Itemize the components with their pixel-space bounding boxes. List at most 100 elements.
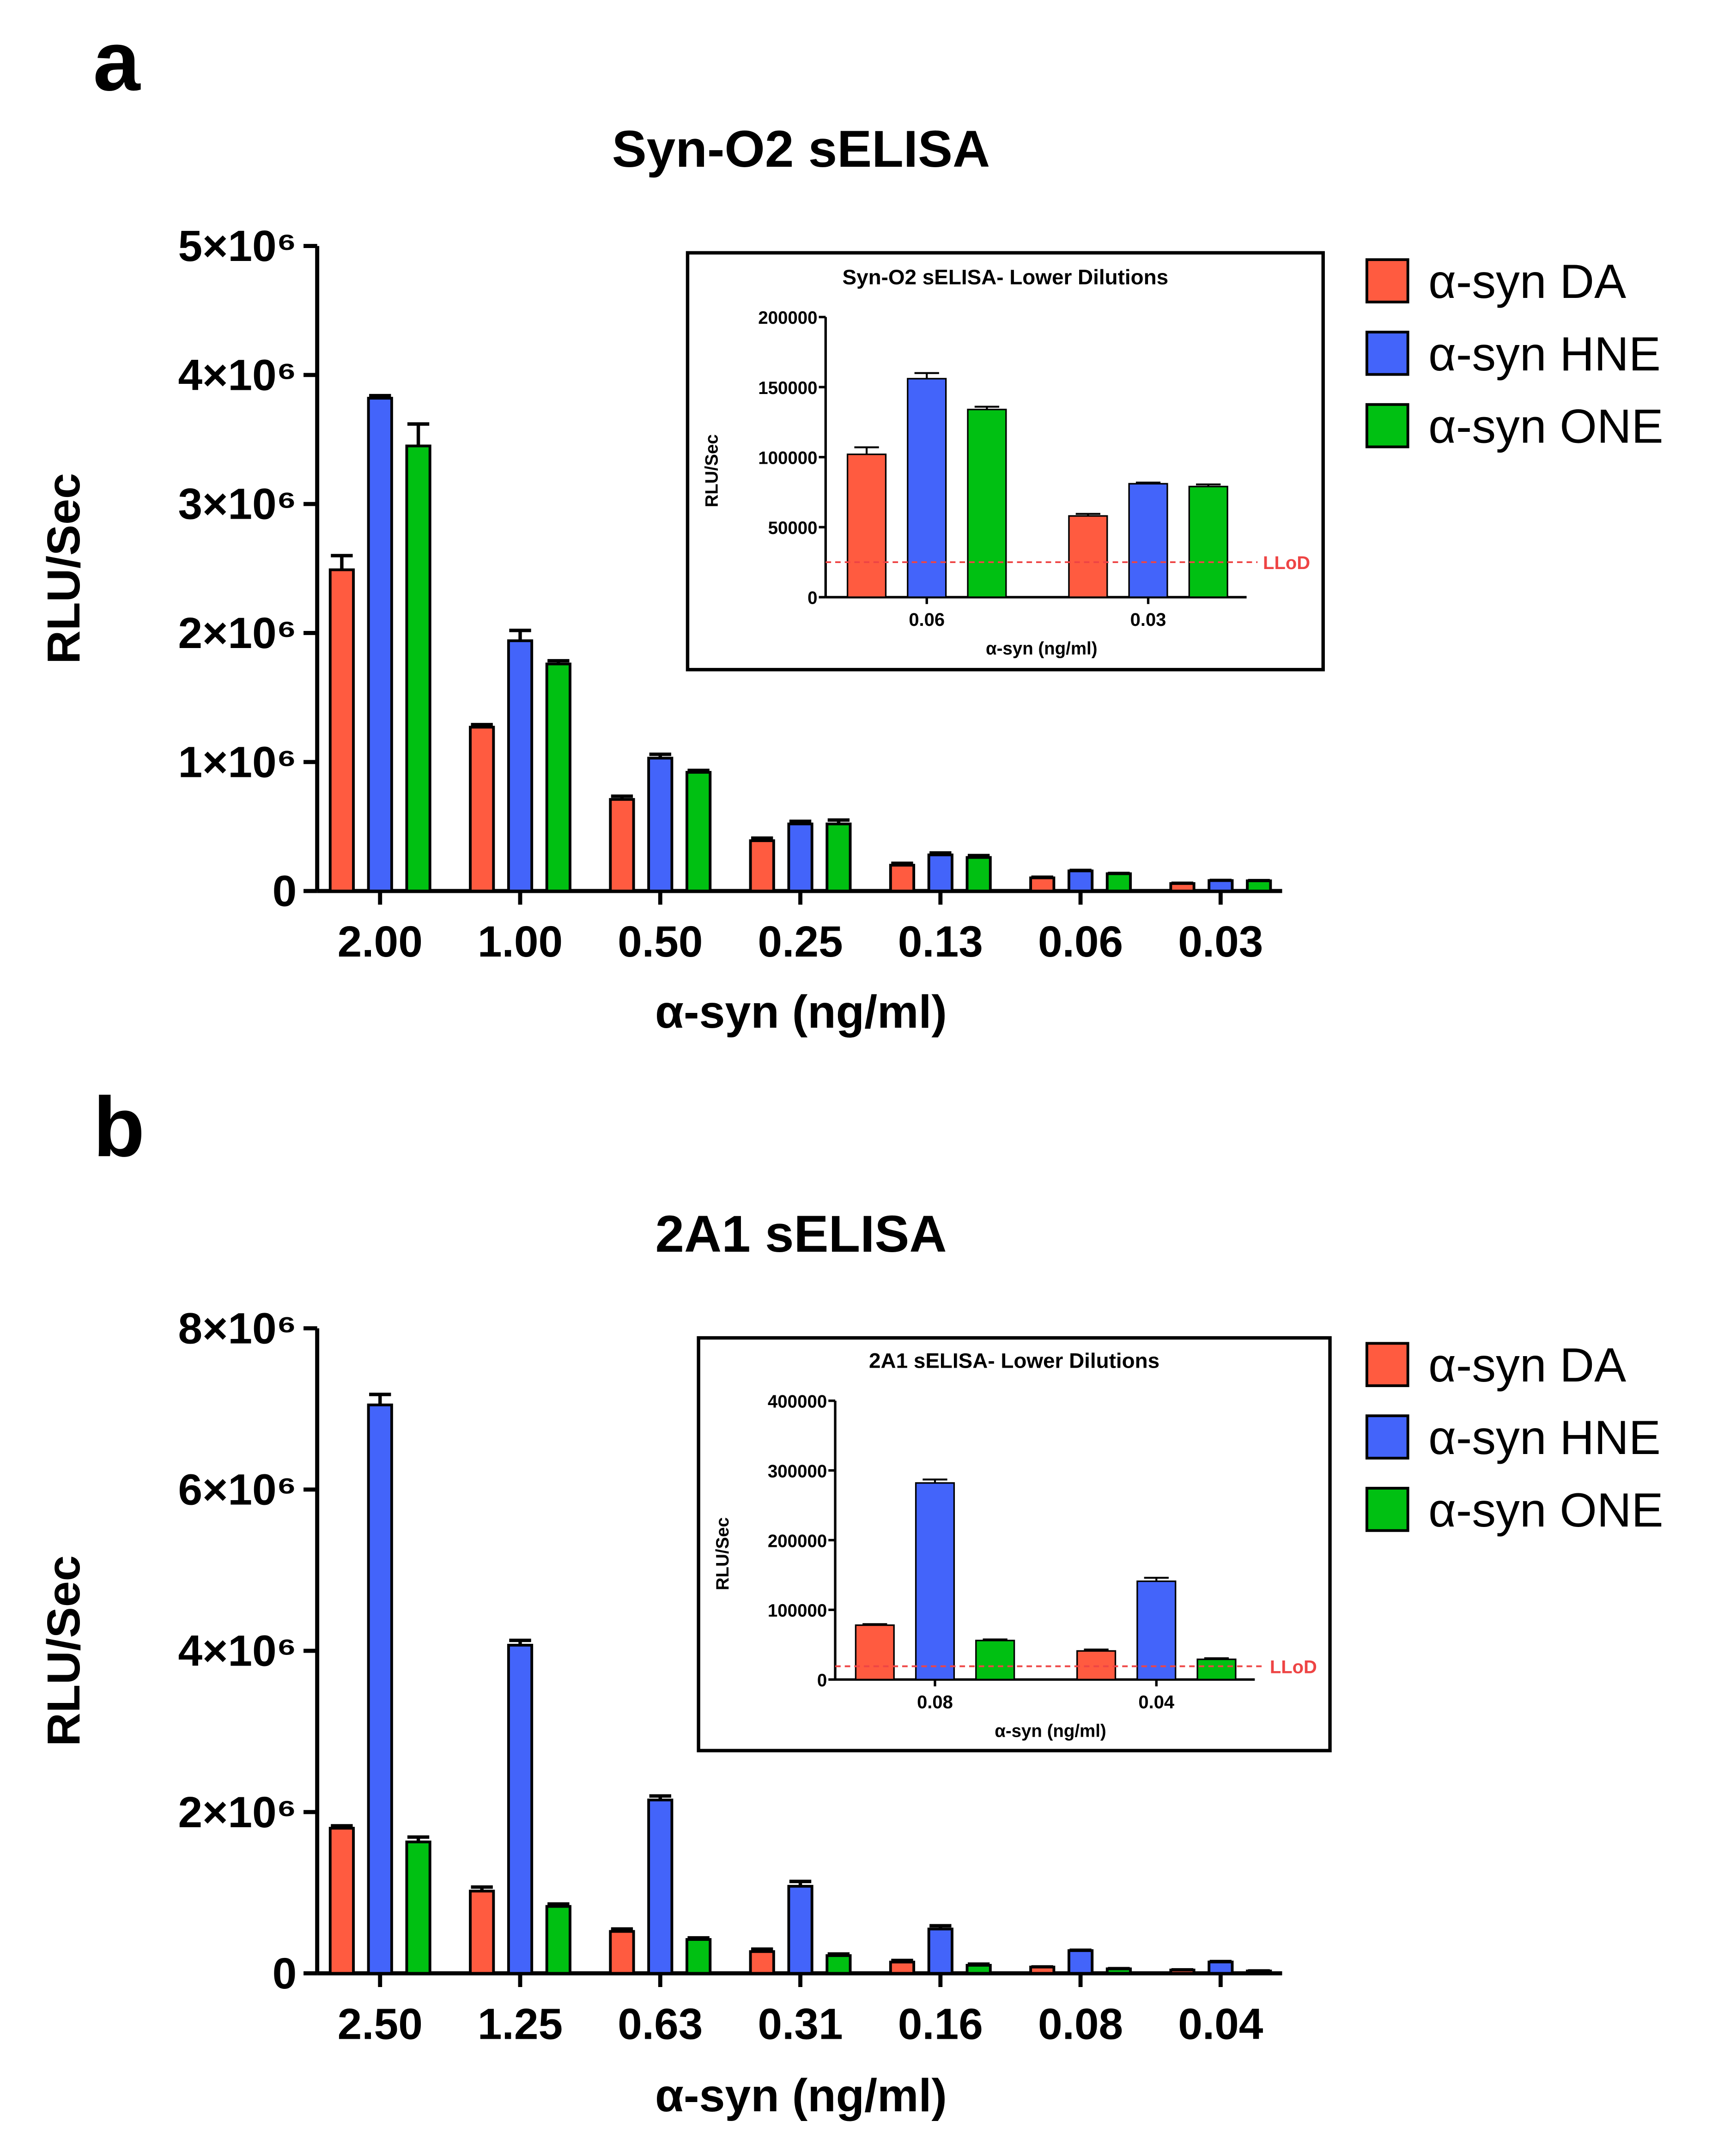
inset-title: 2A1 sELISA- Lower Dilutions	[869, 1349, 1159, 1373]
bar-hne	[367, 1403, 393, 1975]
legend-swatch-hne	[1365, 1414, 1409, 1460]
inset-y-tick-label: 0	[817, 1671, 827, 1691]
bar-hne	[907, 378, 947, 598]
y-tick-label: 2×10⁶	[178, 609, 297, 658]
bar-hne	[915, 1482, 955, 1680]
y-axis-title: RLU/Sec	[38, 1555, 90, 1746]
legend-label: α-syn HNE	[1428, 1411, 1661, 1464]
bar-da	[328, 1827, 355, 1975]
inset-x-tick-label: 0.04	[1138, 1692, 1174, 1712]
bar-da	[749, 839, 775, 893]
bar-one	[965, 1963, 992, 1975]
y-tick-label: 0	[273, 1949, 297, 1998]
bar-hne	[1067, 1949, 1094, 1975]
bar-one	[965, 856, 992, 893]
y-tick-label: 1×10⁶	[178, 738, 297, 787]
x-tick-label: 1.25	[478, 2000, 563, 2048]
legend-label: α-syn ONE	[1428, 400, 1663, 453]
bar-hne	[507, 1643, 534, 1975]
bar-da	[1169, 882, 1196, 893]
legend-label: α-syn HNE	[1428, 327, 1661, 381]
inset-x-axis-title: α-syn (ng/ml)	[995, 1721, 1106, 1741]
y-tick-label: 6×10⁶	[178, 1466, 297, 1515]
bar-one	[826, 1954, 852, 1975]
bar-da	[469, 1890, 495, 1975]
bar-one	[686, 1938, 712, 1975]
y-tick-label: 4×10⁶	[178, 351, 297, 400]
x-tick-label: 0.25	[758, 917, 843, 966]
bar-da	[889, 1960, 916, 1975]
x-tick-label: 0.03	[1178, 917, 1263, 966]
bar-one	[545, 1905, 571, 1975]
bar-hne	[927, 853, 953, 893]
inset-chart: Syn-O2 sELISA- Lower Dilutions 0 50000 1000…	[686, 251, 1325, 672]
inset-y-axis-title: RLU/Sec	[713, 1517, 733, 1590]
inset-y-tick-label: 200000	[758, 308, 817, 328]
inset-x-axis-title: α-syn (ng/ml)	[986, 639, 1098, 659]
bar-da	[889, 864, 916, 893]
panel-b: b 2A1 sELISA 0 2×10⁶ 4×10⁶ 6×10⁶ 8×10⁶ 2.50 1.25…	[38, 1079, 1663, 2121]
y-axis-title: RLU/Sec	[38, 473, 90, 664]
bar-one	[686, 771, 712, 893]
x-tick-label: 0.31	[758, 2000, 843, 2048]
legend-swatch-da	[1365, 258, 1409, 303]
y-tick-label: 2×10⁶	[178, 1788, 297, 1837]
bar-da	[609, 798, 635, 893]
bar-one	[1246, 1969, 1272, 1975]
panel-a: a Syn-O2 sELISA 0 1×10⁶ 2×10⁶ 3×10⁶ 4×10⁶ 5×10⁶…	[38, 13, 1663, 1038]
inset-y-tick-label: 0	[807, 588, 817, 608]
inset-x-tick-label: 0.06	[909, 610, 945, 630]
y-tick-label: 4×10⁶	[178, 1627, 297, 1676]
x-tick-label: 0.04	[1178, 2000, 1263, 2048]
inset-y-tick-label: 300000	[768, 1461, 827, 1481]
bar-hne	[927, 1927, 953, 1975]
bar-one	[405, 444, 431, 893]
chart-title: Syn-O2 sELISA	[612, 120, 990, 178]
inset-x-tick-label: 0.08	[917, 1692, 953, 1712]
inset-title: Syn-O2 sELISA- Lower Dilutions	[843, 265, 1169, 289]
x-axis-title: α-syn (ng/ml)	[655, 2070, 947, 2121]
x-axis-title: α-syn (ng/ml)	[655, 986, 947, 1038]
legend-label: α-syn DA	[1428, 254, 1626, 308]
bar-da	[1068, 515, 1108, 598]
panel-letter: a	[93, 13, 141, 108]
x-tick-label: 0.63	[618, 2000, 703, 2048]
inset-y-tick-label: 50000	[768, 518, 818, 538]
bar-hne	[787, 1884, 813, 1975]
legend-swatch-one	[1365, 403, 1409, 448]
legend-swatch-one	[1365, 1487, 1409, 1532]
x-tick-label: 0.06	[1038, 917, 1123, 966]
inset-x-tick-label: 0.03	[1130, 610, 1166, 630]
bar-hne	[1208, 879, 1234, 893]
bar-da	[1076, 1650, 1117, 1680]
bar-da	[855, 1624, 895, 1680]
bar-one	[405, 1840, 431, 1975]
bar-da	[1169, 1969, 1196, 1975]
bar-da	[749, 1950, 775, 1975]
inset-y-tick-label: 200000	[768, 1531, 827, 1551]
bar-one	[545, 662, 571, 893]
x-tick-label: 0.08	[1038, 2000, 1123, 2048]
bar-one	[1105, 872, 1132, 893]
bar-hne	[1208, 1960, 1234, 1975]
legend-swatch-da	[1365, 1342, 1409, 1388]
lod-label: LLoD	[1263, 553, 1310, 573]
bar-one	[975, 1640, 1015, 1680]
bar-one	[1188, 485, 1228, 598]
legend-label: α-syn DA	[1428, 1338, 1626, 1392]
inset-y-tick-label: 100000	[758, 448, 817, 468]
bar-one	[1246, 879, 1272, 893]
panel-letter: b	[93, 1079, 145, 1174]
x-tick-label: 0.50	[618, 917, 703, 966]
bar-hne	[1128, 483, 1168, 598]
legend-swatch-hne	[1365, 331, 1409, 376]
y-tick-label: 8×10⁶	[178, 1304, 297, 1353]
bar-one	[826, 822, 852, 893]
bar-hne	[787, 822, 813, 893]
inset-y-axis-title: RLU/Sec	[702, 434, 722, 507]
bar-da	[609, 1930, 635, 1975]
bar-hne	[1067, 869, 1094, 893]
inset-frame	[697, 1336, 1332, 1752]
x-tick-label: 2.50	[338, 2000, 423, 2048]
